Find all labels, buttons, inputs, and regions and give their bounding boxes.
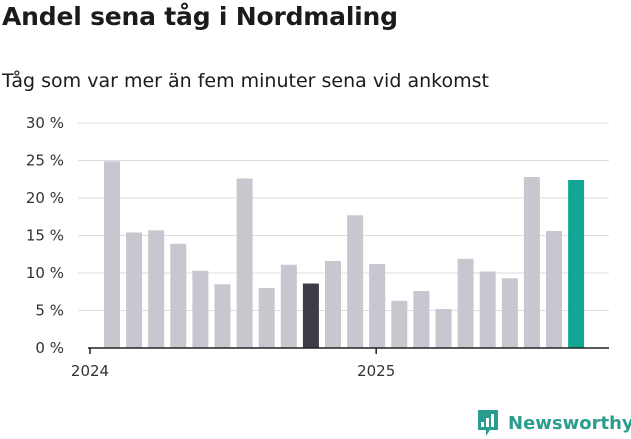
- bar: [104, 161, 120, 349]
- bar: [413, 291, 430, 348]
- bar: [236, 178, 253, 348]
- bar: [280, 264, 297, 349]
- bar: [126, 232, 143, 348]
- bars: [104, 161, 585, 349]
- bar: [148, 230, 165, 349]
- chart-subtitle: Tåg som var mer än fem minuter sena vid …: [2, 70, 489, 92]
- bar: [523, 177, 540, 348]
- x-tick-label: 2025: [357, 362, 395, 380]
- bar: [258, 288, 275, 348]
- bar: [546, 231, 562, 348]
- bar: [568, 180, 585, 348]
- y-tick-label: 10 %: [26, 264, 64, 282]
- bar: [302, 283, 319, 348]
- bar: [192, 270, 209, 349]
- y-tick-labels: 0 % 5 % 10 % 15 % 20 % 25 % 30 %: [26, 114, 64, 357]
- newsworthy-brand: Newsworthy: [476, 408, 631, 438]
- brand-name: Newsworthy: [508, 412, 631, 434]
- y-tick-label: 20 %: [26, 189, 64, 207]
- bar: [325, 261, 341, 348]
- x-tick-label: 2024: [71, 362, 109, 380]
- y-tick-label: 30 %: [26, 114, 64, 132]
- bar: [369, 264, 386, 348]
- y-tick-label: 0 %: [35, 339, 64, 357]
- bar: [435, 309, 452, 348]
- bar: [170, 243, 187, 349]
- x-axis: 2024 2025: [71, 347, 609, 380]
- bar: [479, 271, 496, 348]
- bar: [214, 284, 231, 349]
- bar: [347, 215, 364, 349]
- bar: [391, 300, 408, 349]
- bar: [501, 278, 518, 349]
- newsworthy-logo-icon: [478, 410, 498, 436]
- bar: [457, 258, 474, 349]
- chart-title: Andel sena tåg i Nordmaling: [2, 2, 398, 31]
- y-tick-label: 15 %: [26, 227, 64, 245]
- gridlines: [78, 122, 609, 311]
- y-tick-label: 5 %: [35, 302, 64, 320]
- y-tick-label: 25 %: [26, 152, 64, 170]
